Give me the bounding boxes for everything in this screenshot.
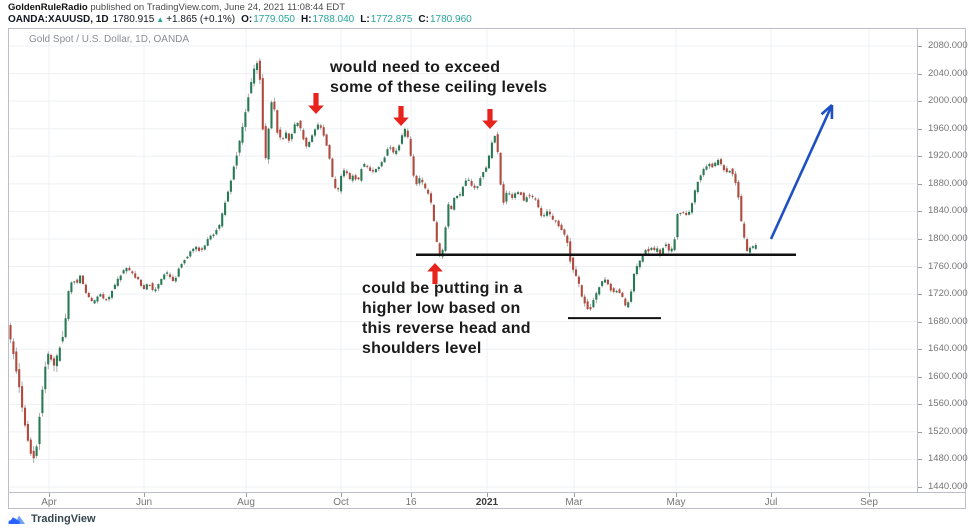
open-label: O: (241, 14, 253, 25)
time-axis-tick (574, 493, 575, 497)
red-up-arrow-icon[interactable] (427, 263, 443, 284)
price-axis-label: 1560.000 (928, 398, 968, 410)
time-axis-tick (487, 493, 488, 497)
price-axis-label: 2040.000 (928, 67, 968, 79)
tradingview-logo-icon (8, 515, 25, 524)
time-axis-label: 2021 (475, 497, 499, 508)
price-change: +1.865 (+0.1%) (166, 14, 236, 25)
price-axis-label: 2000.000 (928, 95, 968, 107)
candlestick-chart[interactable] (9, 29, 918, 493)
up-triangle-icon: ▲ (156, 15, 165, 24)
price-axis-tick (918, 321, 922, 323)
annotation-line: shoulders level (362, 340, 482, 357)
time-axis-label: Mar (565, 497, 583, 508)
time-axis-tick (771, 493, 772, 497)
time-axis-tick (411, 493, 412, 497)
price-axis[interactable]: 2080.000 2040.000 2000.000 1960.000 1920.000… (917, 29, 968, 492)
level-lines[interactable] (416, 253, 796, 320)
price-axis-label: 1920.000 (928, 150, 968, 162)
price-axis-label: 1680.000 (928, 315, 968, 327)
price-axis-tick (918, 376, 922, 378)
publisher-name[interactable]: GoldenRuleRadio (8, 2, 88, 13)
price-axis-label: 1760.000 (928, 260, 968, 272)
price-axis-tick (918, 46, 922, 47)
open-value: 1779.050 (253, 14, 295, 25)
price-axis-tick (918, 156, 922, 158)
chart-panel: Gold Spot / U.S. Dollar, 1D, OANDA would… (8, 28, 968, 510)
red-down-arrow-icon[interactable] (482, 109, 498, 129)
last-price: 1780.915 (112, 14, 155, 25)
price-axis-tick (918, 294, 922, 296)
blue-trend-arrow[interactable] (769, 104, 834, 240)
publish-info-line: GoldenRuleRadio published on TradingView… (8, 2, 472, 13)
price-axis-tick (918, 128, 922, 130)
time-axis-tick (676, 493, 677, 497)
price-axis-tick (918, 211, 922, 213)
time-axis-tick (144, 493, 145, 497)
time-axis-label: Jul (764, 497, 778, 508)
annotation-line: higher low based on (362, 300, 521, 317)
price-axis-label: 1520.000 (928, 425, 968, 437)
time-axis-tick (869, 493, 870, 497)
price-axis-tick (918, 73, 922, 75)
price-axis-label: 1480.000 (928, 453, 968, 465)
chart-legend[interactable]: Gold Spot / U.S. Dollar, 1D, OANDA (29, 34, 190, 45)
grid-lines (9, 29, 918, 492)
price-axis-label: 1840.000 (928, 205, 968, 217)
high-value: 1788.040 (312, 14, 355, 25)
symbol-label[interactable]: OANDA:XAUUSD, 1D (8, 14, 109, 25)
price-axis-tick (918, 238, 922, 240)
price-axis-tick (918, 183, 922, 185)
time-axis-label: May (666, 497, 686, 508)
tradingview-brand-text: TradingView (31, 513, 96, 525)
low-value: 1772.875 (370, 14, 413, 25)
time-axis-label: 16 (405, 497, 417, 508)
annotation-line: some of these ceiling levels (330, 79, 548, 96)
annotation-line: this reverse head and (362, 320, 531, 337)
annotation-higher-low-text: could be putting in a higher low based o… (362, 279, 531, 359)
price-axis-label: 1800.000 (928, 232, 968, 244)
annotation-line: could be putting in a (362, 280, 523, 297)
price-axis-label: 1440.000 (928, 481, 968, 492)
time-axis-label: Aug (237, 497, 255, 508)
price-axis-tick (918, 431, 922, 433)
time-axis-label: Apr (41, 497, 57, 508)
price-axis-tick (918, 487, 922, 488)
time-axis-label: Jun (135, 497, 153, 508)
candles (9, 58, 757, 464)
price-axis-label: 1720.000 (928, 288, 968, 300)
price-axis-label: 1880.000 (928, 177, 968, 189)
red-arrow-annotations[interactable] (308, 93, 498, 284)
price-axis-tick (918, 101, 922, 103)
price-axis-tick (918, 404, 922, 406)
symbol-info-line: OANDA:XAUUSD, 1D 1780.915 ▲ +1.865 (+0.1%) O… (8, 14, 472, 25)
price-axis-tick (918, 266, 922, 268)
price-axis-label: 1600.000 (928, 370, 968, 382)
close-value: 1780.960 (429, 14, 472, 25)
red-down-arrow-icon[interactable] (308, 93, 324, 114)
price-axis-label: 1960.000 (928, 122, 968, 134)
price-axis-label: 1640.000 (928, 343, 968, 355)
red-down-arrow-icon[interactable] (393, 106, 409, 126)
publish-header: GoldenRuleRadio published on TradingView… (8, 2, 472, 25)
low-label: L: (360, 14, 370, 25)
time-axis-label: Oct (333, 497, 349, 508)
price-axis-tick (918, 459, 922, 461)
price-axis-label: 2080.000 (928, 40, 968, 51)
publish-details: published on TradingView.com, June 24, 2… (87, 2, 346, 13)
time-axis-tick (49, 493, 50, 497)
time-axis-tick (246, 493, 247, 497)
price-axis-tick (918, 349, 922, 351)
time-axis-tick (341, 493, 342, 497)
high-label: H: (300, 14, 312, 25)
annotation-ceiling-text: would need to exceed some of these ceili… (330, 58, 547, 98)
time-axis[interactable]: Apr Jun Aug Oct 16 2021 Mar May Jul Sep (9, 492, 965, 510)
annotation-line: would need to exceed (330, 59, 501, 76)
tradingview-attribution[interactable]: TradingView (8, 512, 96, 526)
close-label: C: (418, 14, 429, 25)
time-axis-label: Sep (860, 497, 878, 508)
